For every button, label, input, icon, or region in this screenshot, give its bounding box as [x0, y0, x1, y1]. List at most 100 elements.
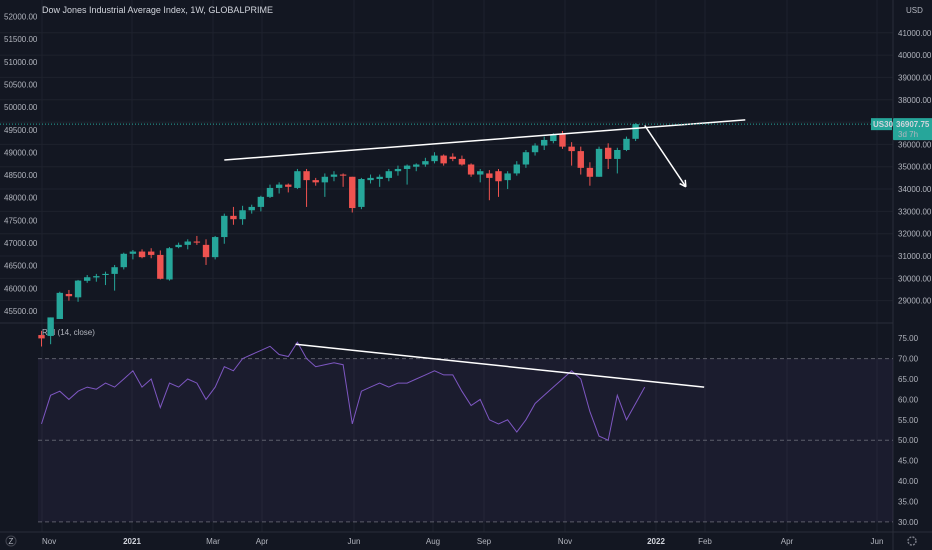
price-axis-tick-label: 38000.00 — [898, 96, 932, 105]
candle-body — [349, 176, 356, 209]
candle-body — [248, 206, 255, 211]
candle-body — [440, 155, 447, 164]
candle-body — [577, 151, 584, 168]
candle-body — [595, 148, 603, 177]
candle-body — [385, 171, 393, 178]
rsi-axis-tick-label: 50.00 — [898, 436, 919, 445]
candle-body — [257, 196, 265, 207]
rsi-trendline — [295, 343, 705, 388]
tradingview-logo-icon[interactable]: Z — [5, 535, 17, 547]
price-tag-symbol-bg — [871, 118, 892, 131]
rsi-axis-tick-label: 55.00 — [898, 416, 919, 425]
candle-body — [477, 171, 484, 175]
candle-body — [330, 174, 338, 177]
candle-body — [321, 176, 329, 183]
candle-body — [458, 158, 466, 165]
time-axis-label: Jun — [348, 537, 361, 546]
chart-title: Dow Jones Industrial Average Index, 1W, … — [42, 5, 273, 15]
time-axis-label: Sep — [477, 537, 492, 546]
rsi-axis-tick-label: 45.00 — [898, 457, 919, 466]
price-axis-tick-label: 31000.00 — [898, 252, 932, 261]
candle-body — [157, 254, 164, 279]
left-axis-tick-label: 49000.00 — [4, 148, 38, 157]
price-tag-countdown: 3d 7h — [898, 130, 918, 139]
time-axis-label: Aug — [426, 537, 440, 546]
candle-body — [294, 171, 301, 188]
candle-body — [568, 146, 575, 152]
price-axis-tick-label: 39000.00 — [898, 73, 932, 82]
left-axis-tick-label: 48500.00 — [4, 171, 38, 180]
candle-body — [431, 155, 438, 162]
candle-body — [303, 171, 310, 181]
price-axis-tick-label: 32000.00 — [898, 230, 932, 239]
candle-body — [403, 165, 411, 169]
price-tag-value: 36907.75 — [896, 120, 930, 129]
rsi-axis-tick-label: 75.00 — [898, 334, 919, 343]
left-axis-tick-label: 47500.00 — [4, 216, 38, 225]
projection-arrow-head — [679, 182, 687, 188]
candle-body — [486, 173, 493, 178]
rsi-axis-tick-label: 40.00 — [898, 477, 919, 486]
left-axis-tick-label: 47000.00 — [4, 239, 38, 248]
price-axis-tick-label: 33000.00 — [898, 207, 932, 216]
candle-body — [56, 292, 63, 319]
rsi-axis: 30.00 35.00 40.00 45.00 50.00 55.00 60.00 65.00… — [898, 334, 919, 527]
candle-body — [550, 134, 557, 142]
candle-body — [102, 273, 109, 276]
candle-body — [211, 237, 219, 258]
candle-body — [504, 173, 511, 181]
price-axis-tick-label: 29000.00 — [898, 297, 932, 306]
left-axis-tick-label: 49500.00 — [4, 126, 38, 135]
candle-body — [394, 168, 402, 172]
price-axis-tick-label: 35000.00 — [898, 163, 932, 172]
currency-label: USD — [906, 6, 923, 15]
candle-body — [541, 139, 548, 146]
rsi-axis-tick-label: 35.00 — [898, 497, 919, 506]
candle-body — [184, 241, 191, 245]
left-axis-tick-label: 46000.00 — [4, 284, 38, 293]
candle-body — [74, 280, 82, 298]
candle-body — [312, 180, 319, 183]
projection-arrow — [644, 125, 687, 188]
candle-body — [138, 251, 146, 258]
candle-body — [111, 267, 118, 274]
candle-body — [467, 164, 475, 175]
candle-body — [230, 215, 237, 220]
time-axis[interactable]: Nov 2021 Mar Apr Jun Aug Sep Nov 2022 Feb Apr Jun — [42, 537, 883, 546]
rsi-axis-tick-label: 30.00 — [898, 518, 919, 527]
candle-body — [614, 149, 621, 159]
price-axis-tick-label: 41000.00 — [898, 29, 932, 38]
candle-body — [449, 156, 456, 159]
candle-body — [202, 244, 210, 258]
candle-body — [175, 244, 182, 248]
candle-body — [604, 147, 612, 159]
last-price-tag: US30 36907.75 3d 7h — [0, 118, 932, 141]
candle-body — [239, 210, 246, 220]
price-trendline — [224, 119, 746, 161]
left-axis-tick-label: 46500.00 — [4, 262, 38, 271]
left-axis-tick-label: 50000.00 — [4, 103, 38, 112]
rsi-axis-tick-label: 60.00 — [898, 395, 919, 404]
rsi-axis-tick-label: 65.00 — [898, 375, 919, 384]
candle-body — [65, 293, 73, 297]
last-price-tag-bg — [893, 118, 932, 141]
time-axis-label: Jun — [871, 537, 884, 546]
rsi-guide-lines — [38, 358, 893, 523]
drawings[interactable] — [224, 119, 746, 388]
candle-body — [495, 171, 502, 182]
candle-body — [339, 174, 347, 176]
time-axis-label: Nov — [42, 537, 56, 546]
left-axis-tick-label: 52000.00 — [4, 13, 38, 22]
candle-body — [367, 177, 374, 181]
candle-body — [522, 152, 530, 165]
price-axis-tick-label: 36000.00 — [898, 140, 932, 149]
left-axis-tick-label: 48000.00 — [4, 194, 38, 203]
candle-body — [513, 164, 520, 174]
candle-body — [120, 253, 127, 268]
time-axis-label: Nov — [558, 537, 572, 546]
candle-body — [632, 124, 639, 139]
left-axis-tick-label: 50500.00 — [4, 80, 38, 89]
settings-gear-icon[interactable] — [907, 536, 917, 546]
time-axis-label: 2022 — [647, 537, 665, 546]
